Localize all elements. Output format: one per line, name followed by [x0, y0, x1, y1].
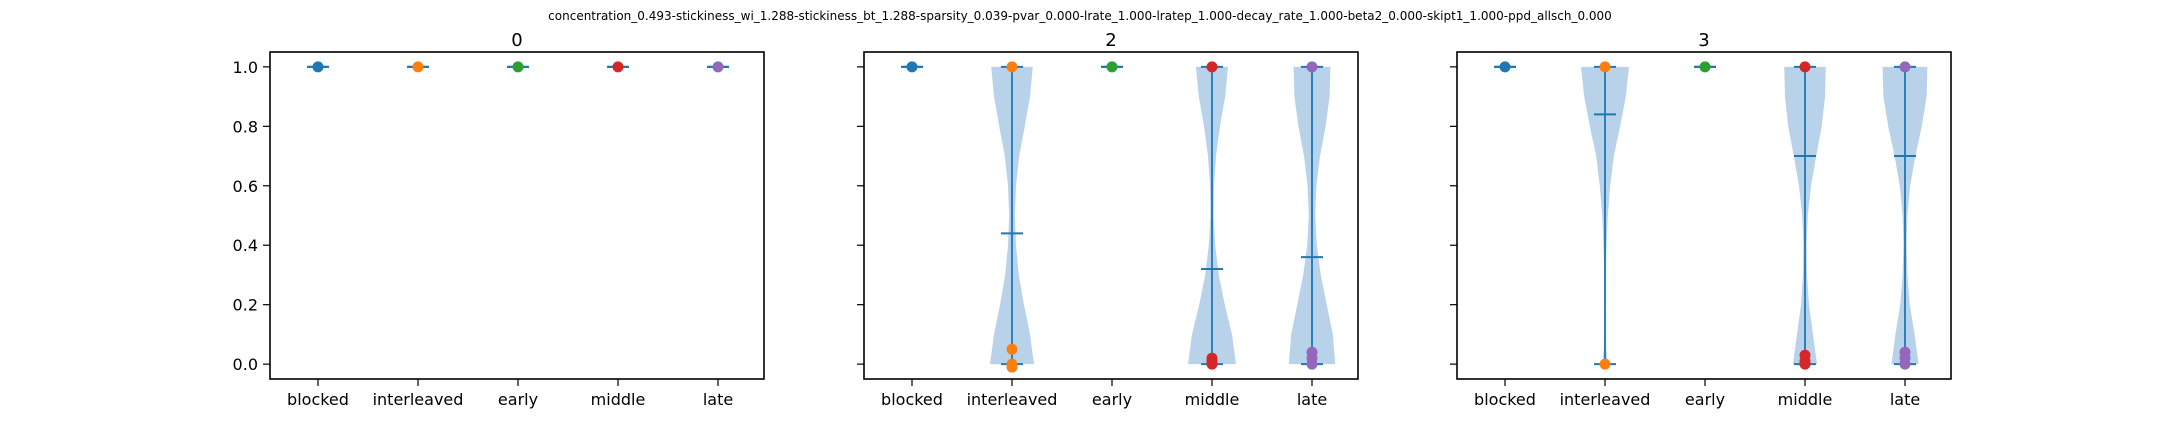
subplot-title: 2 [1105, 30, 1116, 51]
figure-suptitle: concentration_0.493-stickiness_wi_1.288-… [548, 9, 1612, 23]
violin-early [1101, 61, 1123, 73]
subplot-1: 2 blocked interleaved early middle late [857, 30, 1359, 409]
subplot-grid: 0 0.0 0.2 0.4 0.6 0.8 1.0 blocked interleaved ear… [233, 30, 1952, 409]
x-tick-label: blocked [1474, 390, 1536, 409]
y-tick-label: 0.6 [233, 177, 258, 196]
y-tick-label: 1.0 [233, 58, 258, 77]
violin-late [707, 61, 729, 73]
violin-late [1288, 61, 1336, 370]
x-tick-label: middle [591, 390, 646, 409]
x-tick-label: early [498, 390, 538, 409]
x-tick-label: middle [1185, 390, 1240, 409]
violin-blocked [901, 61, 923, 73]
subplot-title: 0 [511, 30, 522, 51]
violin-blocked [307, 61, 329, 73]
data-point [1306, 61, 1318, 73]
data-point [512, 61, 524, 73]
x-tick-label: interleaved [373, 390, 464, 409]
violin-late [1882, 61, 1928, 370]
data-point [1306, 358, 1318, 370]
violin-interleaved [407, 61, 429, 73]
data-point [312, 61, 324, 73]
violin-middle [1188, 61, 1236, 370]
violin-interleaved [1581, 61, 1629, 370]
data-point [1006, 61, 1018, 73]
axes-frame [269, 51, 765, 380]
subplot-0: 0 0.0 0.2 0.4 0.6 0.8 1.0 blocked interleaved ear… [233, 30, 765, 409]
data-point [1799, 358, 1811, 370]
data-point [1899, 61, 1911, 73]
x-tick-label: interleaved [1560, 390, 1651, 409]
x-tick-label: early [1092, 390, 1132, 409]
data-point [1206, 358, 1218, 370]
data-point [906, 61, 918, 73]
violin-early [1694, 61, 1716, 73]
x-tick-label: late [703, 390, 733, 409]
y-tick-label: 0.8 [233, 117, 258, 136]
data-point [1599, 358, 1611, 370]
y-tick-label: 0.4 [233, 236, 258, 255]
x-tick-label: late [1297, 390, 1327, 409]
x-tick-label: late [1890, 390, 1920, 409]
data-point [1206, 61, 1218, 73]
data-point [1699, 61, 1711, 73]
data-point [1899, 358, 1911, 370]
x-tick-label: early [1685, 390, 1725, 409]
violin-early [507, 61, 529, 73]
x-tick-label: blocked [287, 390, 349, 409]
data-point [1599, 61, 1611, 73]
subplot-2: 3 blocked interleaved early middle late [1450, 30, 1952, 409]
x-tick-label: interleaved [967, 390, 1058, 409]
x-tick-label: blocked [881, 390, 943, 409]
data-point [1799, 61, 1811, 73]
data-point [412, 61, 424, 73]
violin-interleaved [990, 61, 1034, 373]
data-point [612, 61, 624, 73]
data-point [1006, 361, 1018, 373]
axes-frame [863, 51, 1359, 380]
data-point [1106, 61, 1118, 73]
violin-middle [1784, 61, 1826, 370]
data-point [1006, 343, 1018, 355]
axes-frame [1456, 51, 1952, 380]
violin-middle [607, 61, 629, 73]
y-tick-label: 0.2 [233, 296, 258, 315]
violin-blocked [1494, 61, 1516, 73]
data-point [1499, 61, 1511, 73]
y-tick-label: 0.0 [233, 355, 258, 374]
data-point [712, 61, 724, 73]
subplot-title: 3 [1698, 30, 1709, 51]
x-tick-label: middle [1778, 390, 1833, 409]
